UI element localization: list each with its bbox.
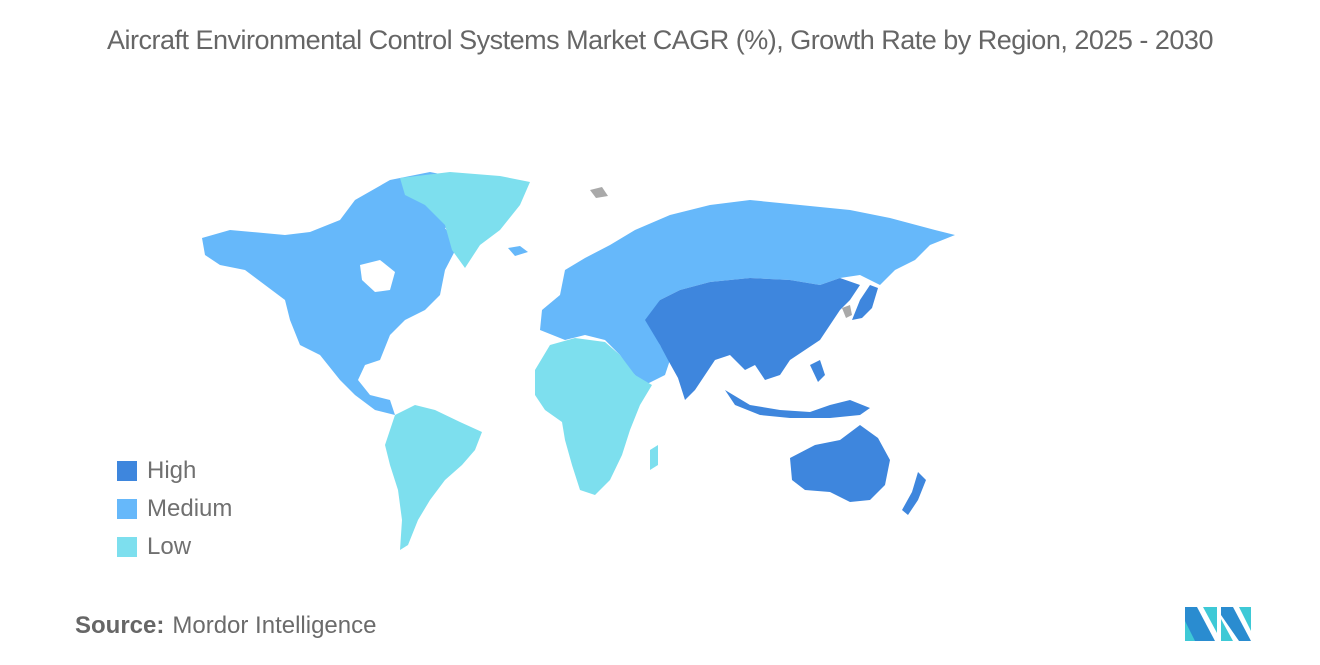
region-australia [790,425,890,502]
legend-item-low: Low [117,528,232,566]
world-map [202,172,955,550]
region-asia-high [645,278,860,400]
legend-item-high: High [117,452,232,490]
legend-swatch-low [117,537,137,557]
legend-item-medium: Medium [117,490,232,528]
region-south-america [385,405,482,550]
chart-title: Aircraft Environmental Control Systems M… [107,25,1213,55]
region-greenland [400,172,530,268]
region-africa [535,338,652,495]
legend-label: Medium [147,495,233,522]
legend: High Medium Low [117,452,232,566]
legend-swatch-high [117,461,137,481]
legend-label: High [147,457,197,484]
source-note: Source: Mordor Intelligence [75,612,376,640]
region-europe-russia [540,200,955,385]
source-value: Mordor Intelligence [172,612,377,639]
source-label: Source: [75,612,165,639]
mordor-intelligence-logo-icon [1185,607,1251,641]
region-north-america [202,172,490,415]
legend-swatch-medium [117,499,137,519]
legend-label: Low [147,533,192,560]
